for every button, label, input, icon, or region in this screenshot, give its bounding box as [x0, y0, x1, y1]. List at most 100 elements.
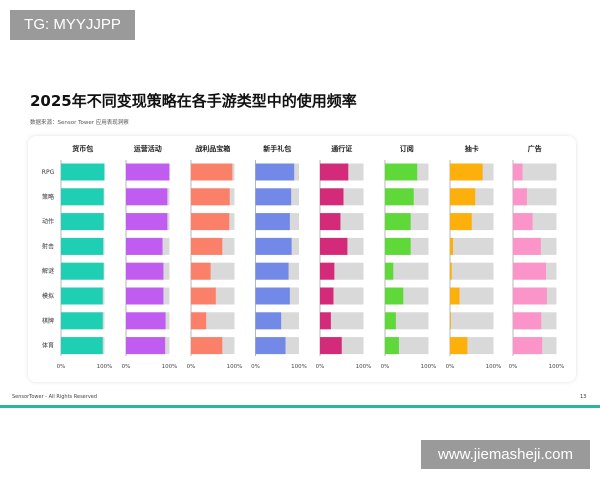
tick-label: 0% [187, 364, 196, 370]
bar [450, 312, 451, 330]
bar [385, 312, 396, 330]
bar-background [513, 163, 557, 181]
bar [513, 237, 541, 255]
row-label: 射击 [42, 242, 54, 250]
bar [450, 163, 483, 181]
bar [126, 312, 166, 330]
bar [513, 213, 533, 231]
bar [385, 287, 404, 305]
bar [450, 287, 460, 305]
bar [385, 262, 394, 280]
bar [385, 163, 418, 181]
tick-label: 0% [316, 364, 325, 370]
bar [61, 213, 104, 231]
bar [255, 337, 286, 355]
bar [320, 337, 342, 355]
row-label: 体育 [42, 342, 54, 350]
bar [513, 163, 523, 181]
bar [255, 213, 290, 231]
bar [450, 337, 468, 355]
bar [255, 262, 289, 280]
tick-label: 100% [227, 364, 243, 370]
panel-title: 抽卡 [465, 144, 479, 153]
bar [513, 188, 527, 206]
bar [255, 287, 290, 305]
bar [191, 163, 233, 181]
bar [126, 287, 164, 305]
tick-label: 100% [162, 364, 178, 370]
chart-title: 2025年不同变现策略在各手游类型中的使用频率 [30, 92, 357, 110]
panel-title: 货币包 [71, 144, 93, 153]
bar [513, 262, 547, 280]
bar [255, 188, 292, 206]
tick-label: 100% [291, 364, 307, 370]
panel-title: 新手礼包 [263, 144, 291, 153]
panel-title: 运营活动 [134, 144, 162, 153]
bar [320, 287, 334, 305]
footer-text: SensorTower - All Rights Reserved [12, 394, 98, 400]
bar-background [450, 262, 494, 280]
tick-label: 0% [509, 364, 518, 370]
bar [320, 262, 335, 280]
bar [126, 237, 163, 255]
page-number: 13 [580, 394, 587, 400]
row-label: 策略 [42, 193, 54, 201]
bar [191, 312, 207, 330]
bar [450, 213, 472, 231]
bar [320, 163, 349, 181]
row-label: RPG [42, 169, 55, 176]
bar [191, 262, 211, 280]
bar [61, 188, 104, 206]
bar-background [450, 287, 494, 305]
bar [191, 337, 223, 355]
bar [126, 337, 166, 355]
bar [450, 237, 454, 255]
bar [385, 213, 411, 231]
chart-subtitle: 数据来源：Sensor Tower 应用表现洞察 [30, 120, 129, 126]
tick-label: 0% [381, 364, 390, 370]
tick-label: 100% [549, 364, 565, 370]
row-label: 模拟 [42, 292, 54, 300]
bar [126, 213, 168, 231]
bar [126, 188, 168, 206]
bar-background [450, 312, 494, 330]
panel-title: 广告 [528, 144, 542, 153]
tick-label: 100% [356, 364, 372, 370]
bar [513, 337, 543, 355]
tick-label: 100% [486, 364, 502, 370]
bar [320, 237, 348, 255]
tick-label: 0% [251, 364, 260, 370]
panel-title: 通行证 [331, 144, 352, 153]
bar [126, 262, 164, 280]
bar-background [450, 237, 494, 255]
watermark-bottom: www.jiemasheji.com [421, 440, 590, 469]
bar [450, 188, 476, 206]
bar [191, 237, 223, 255]
bar [255, 312, 282, 330]
bar [191, 213, 230, 231]
watermark-top: TG: MYYJJPP [10, 10, 135, 40]
bar [126, 163, 170, 181]
bar [61, 262, 104, 280]
row-label: 动作 [42, 218, 54, 226]
bar [385, 337, 399, 355]
footer-divider [0, 405, 600, 408]
bar [450, 262, 452, 280]
bar [320, 188, 344, 206]
bar [320, 213, 341, 231]
bar [255, 163, 295, 181]
bar [61, 163, 105, 181]
bar [513, 287, 547, 305]
tick-label: 100% [97, 364, 113, 370]
bar [61, 312, 103, 330]
tick-label: 0% [446, 364, 455, 370]
bar [61, 337, 103, 355]
bar [320, 312, 331, 330]
bar [255, 237, 292, 255]
tick-label: 0% [57, 364, 66, 370]
bar-background [385, 262, 429, 280]
bar [385, 237, 411, 255]
bar [191, 287, 216, 305]
row-label: 棋牌 [42, 317, 54, 325]
